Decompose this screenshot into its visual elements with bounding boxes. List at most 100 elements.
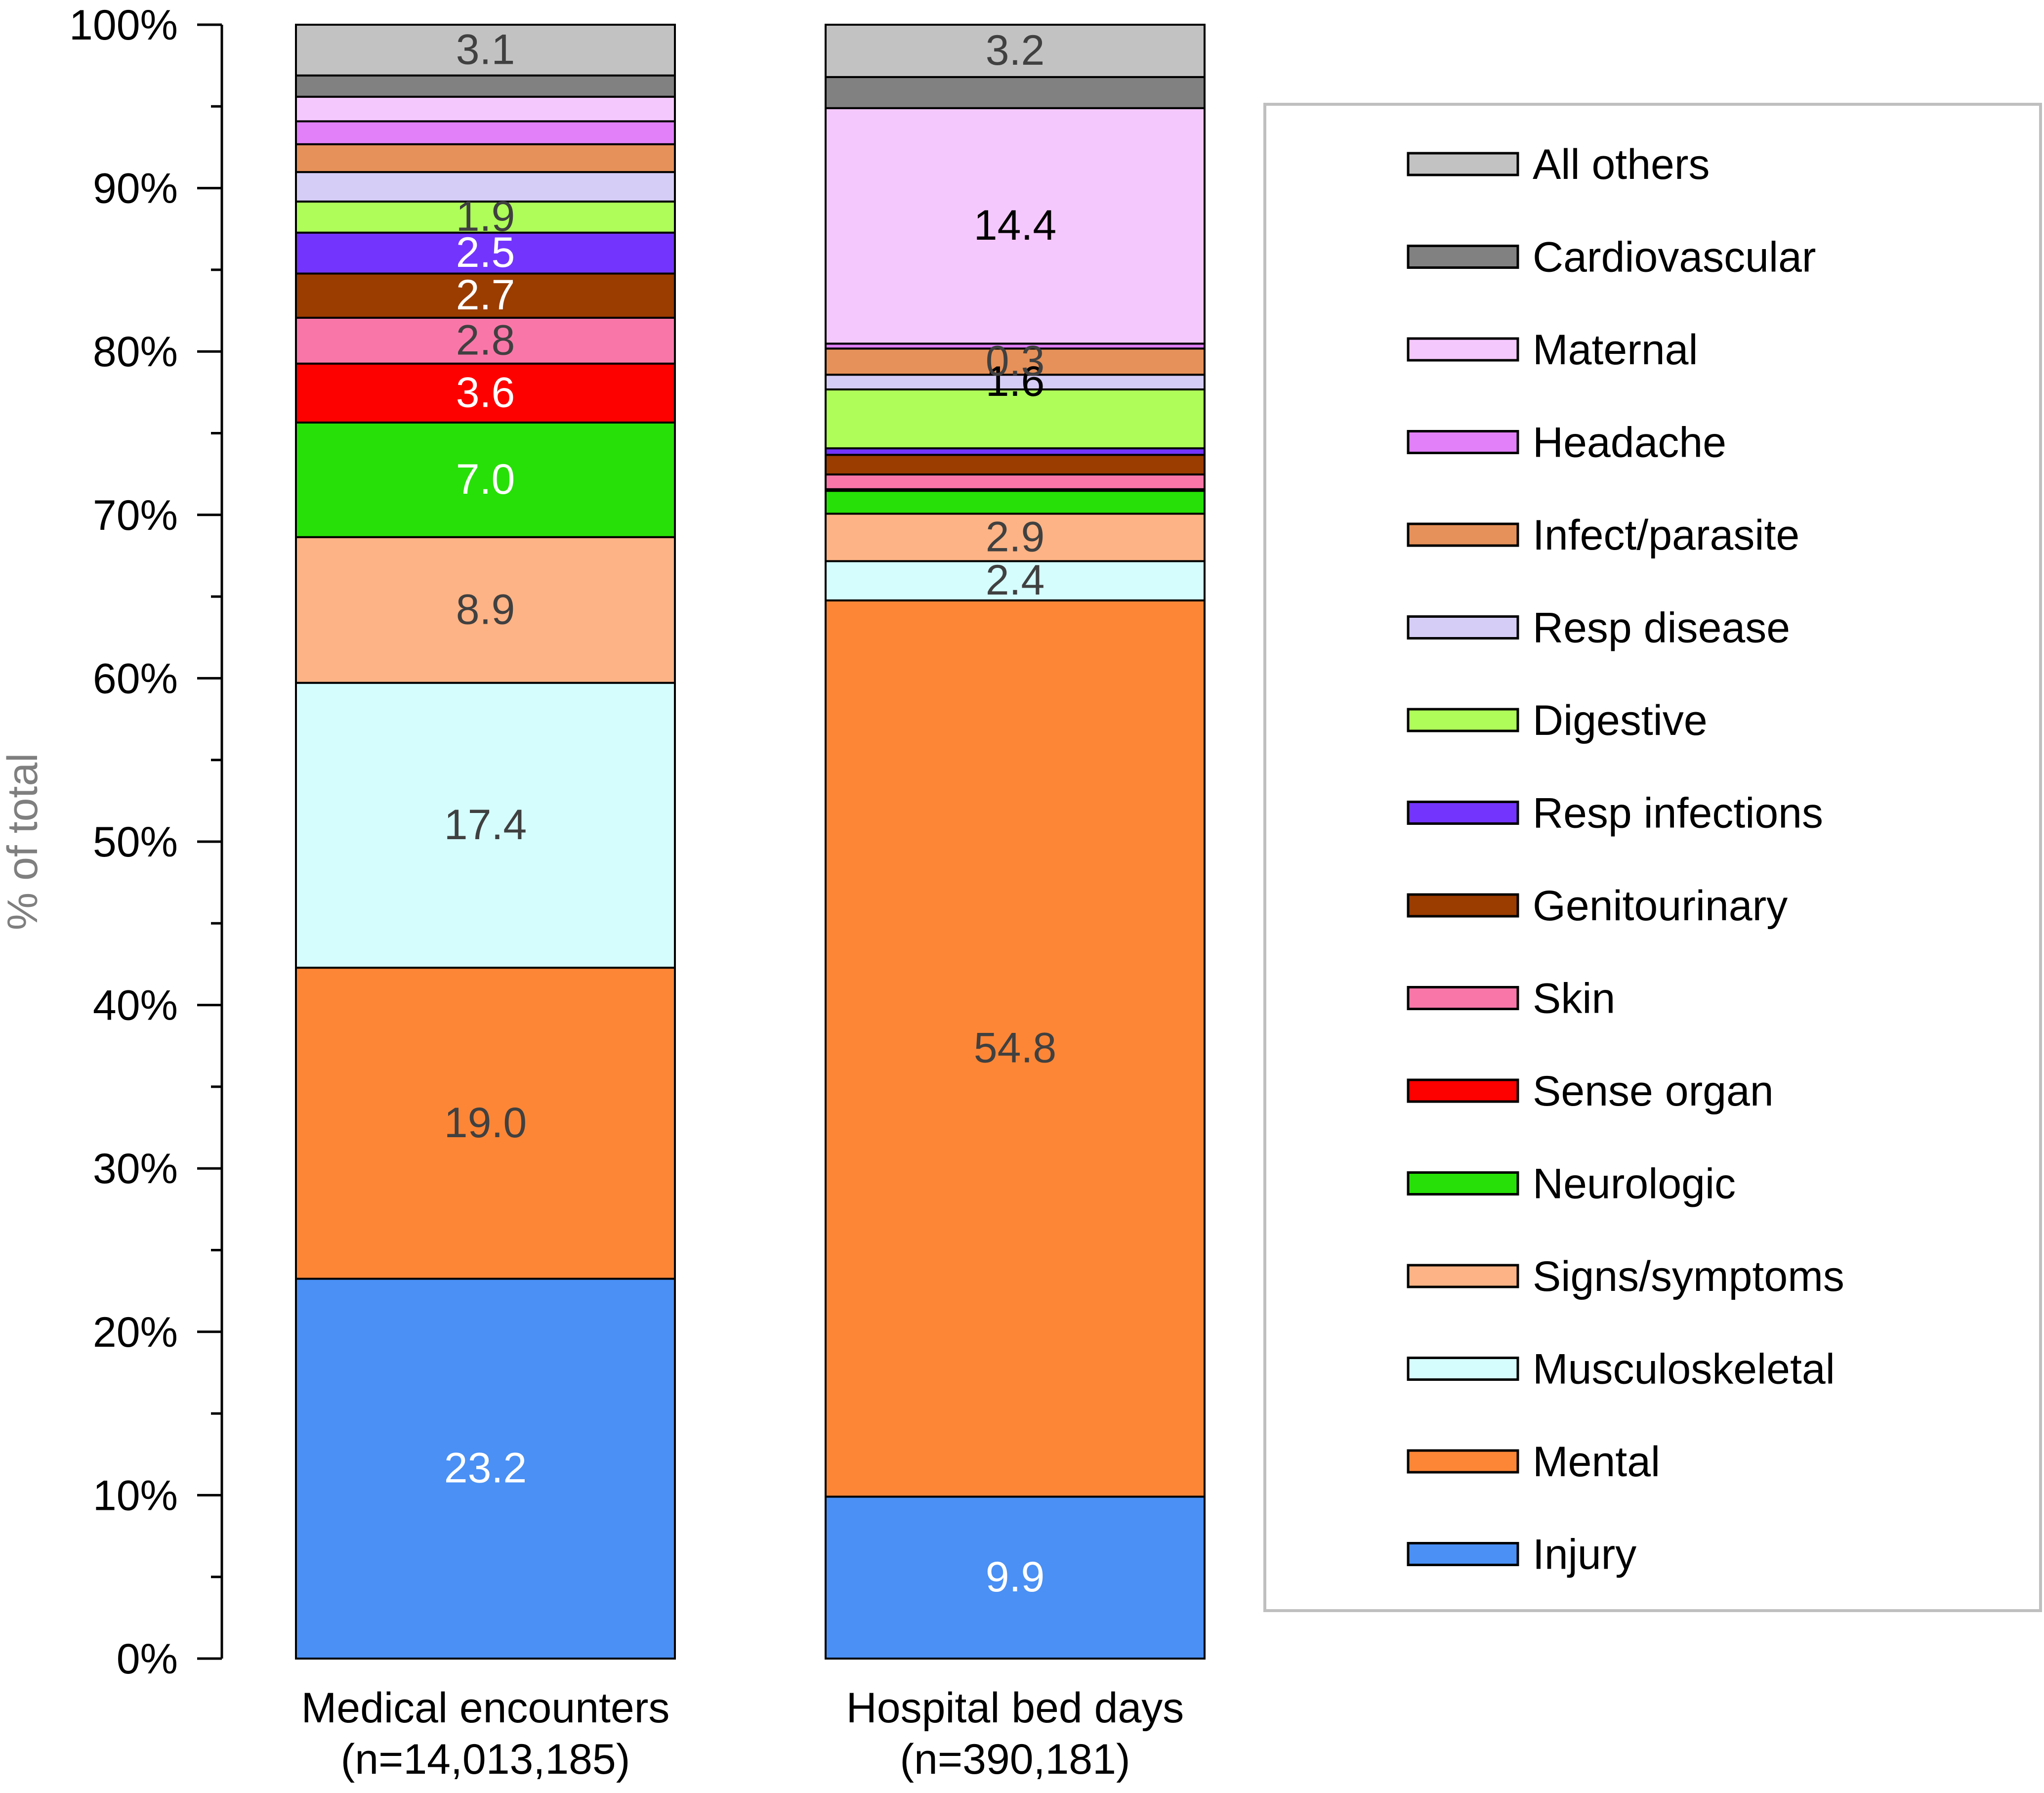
data-label-infect-parasite-hospital-bed-days: 0.3 [986,338,1045,385]
legend-label-all-others: All others [1533,141,1710,188]
legend-label-mental: Mental [1533,1438,1660,1486]
legend-swatch-digestive [1407,708,1519,732]
y-tick-label: 20% [93,1309,178,1356]
legend-label-digestive: Digestive [1533,697,1708,744]
legend-swatch-sense-organ [1407,1078,1519,1103]
bar-segment-mental-medical-encounters [295,967,676,1280]
y-tick-label: 30% [93,1145,178,1193]
legend-swatch-cardiovascular [1407,245,1519,269]
bar-segment-infect-parasite-medical-encounters [295,143,676,173]
bar-segment-maternal-hospital-bed-days [825,107,1206,345]
bar-segment-all-others-hospital-bed-days [825,24,1206,78]
data-label-all-others-hospital-bed-days: 3.2 [986,27,1045,74]
bar-segment-neurologic-medical-encounters [295,421,676,538]
legend-swatch-all-others [1407,152,1519,176]
data-label-resp-infections-medical-encounters: 2.5 [456,229,515,276]
legend-label-signs-symptoms: Signs/symptoms [1533,1253,1844,1300]
legend-label-skin: Skin [1533,975,1615,1023]
y-tick-label: 50% [93,818,178,866]
bar-segment-cardiovascular-medical-encounters [295,74,676,98]
y-tick-label: 10% [93,1472,178,1519]
y-axis-title: % of total [0,753,46,931]
bar-segment-signs-symptoms-hospital-bed-days [825,512,1206,562]
bar-segment-infect-parasite-hospital-bed-days [825,347,1206,376]
bar-segment-cardiovascular-hospital-bed-days [825,76,1206,109]
data-label-all-others-medical-encounters: 3.1 [456,26,515,73]
legend-swatch-signs-symptoms [1407,1264,1519,1288]
y-tick-label: 0% [117,1635,178,1683]
bar-segment-injury-medical-encounters [295,1278,676,1660]
data-label-maternal-hospital-bed-days: 14.4 [974,202,1056,249]
bar-segment-digestive-hospital-bed-days [825,388,1206,450]
data-label-genitourinary-medical-encounters: 2.7 [456,271,515,319]
y-tick-label: 80% [93,328,178,376]
data-label-injury-medical-encounters: 23.2 [444,1445,527,1492]
bar-segment-sense-organ-medical-encounters [295,362,676,424]
data-label-signs-symptoms-medical-encounters: 8.9 [456,586,515,633]
y-tick-label: 70% [93,492,178,539]
data-label-resp-disease-hospital-bed-days: 1.6 [986,358,1045,405]
bar-segment-resp-infections-medical-encounters [295,231,676,275]
bar-segment-maternal-medical-encounters [295,95,676,123]
x-category-sublabel: (n=390,181) [900,1736,1130,1783]
data-label-mental-medical-encounters: 19.0 [444,1099,527,1147]
y-tick-label: 40% [93,982,178,1029]
bar-segment-resp-disease-hospital-bed-days [825,374,1206,390]
legend-swatch-resp-disease [1407,615,1519,640]
bar-segment-skin-hospital-bed-days [825,473,1206,490]
bar-segment-injury-hospital-bed-days [825,1495,1206,1660]
bar-segment-genitourinary-hospital-bed-days [825,454,1206,476]
x-category-label: Hospital bed days [846,1684,1184,1732]
legend-label-maternal: Maternal [1533,326,1698,374]
segment-labels-layer: 23.2 19.0 17.4 8.9 7.0 3.6 2.82.72.51.9 3.1 9.9 5… [444,26,1056,1601]
legend-label-resp-infections: Resp infections [1533,790,1823,837]
y-axis: 0% 10% 20% 30% 40% 50% 60% 70% 80% 90% 100% % of to… [0,1,223,1683]
bar-segment-signs-symptoms-medical-encounters [295,536,676,684]
legend: All others Cardiovascular Maternal Headache… [1263,103,2042,1612]
legend-box [1263,103,2042,1612]
data-label-neurologic-medical-encounters: 7.0 [456,456,515,503]
legend-swatch-maternal [1407,337,1519,362]
data-label-sense-organ-medical-encounters: 3.6 [456,369,515,416]
legend-label-injury: Injury [1533,1531,1636,1579]
legend-label-musculoskeletal: Musculoskeletal [1533,1346,1835,1393]
legend-label-sense-organ: Sense organ [1533,1067,1774,1115]
legend-swatch-neurologic [1407,1171,1519,1195]
data-label-musculoskeletal-hospital-bed-days: 2.4 [986,556,1045,604]
legend-label-infect-parasite: Infect/parasite [1533,512,1799,559]
bar-segment-digestive-medical-encounters [295,200,676,234]
bar-segment-skin-medical-encounters [295,316,676,365]
bars-layer [295,24,1206,1660]
legend-swatch-injury [1407,1542,1519,1566]
legend-label-resp-disease: Resp disease [1533,604,1790,652]
legend-label-cardiovascular: Cardiovascular [1533,234,1816,281]
data-label-digestive-medical-encounters: 1.9 [456,193,515,240]
data-label-signs-symptoms-hospital-bed-days: 2.9 [986,513,1045,560]
legend-swatch-genitourinary [1407,893,1519,918]
y-tick-label: 100% [69,1,178,49]
bar-segment-resp-disease-medical-encounters [295,171,676,203]
bar-segment-neurologic-hospital-bed-days [825,490,1206,515]
legend-swatch-musculoskeletal [1407,1357,1519,1381]
legend-swatch-infect-parasite [1407,522,1519,547]
x-category-label: Medical encounters [301,1684,670,1732]
legend-label-headache: Headache [1533,419,1726,467]
data-label-skin-medical-encounters: 2.8 [456,316,515,364]
bar-segment-all-others-medical-encounters [295,24,676,77]
bar-segment-headache-medical-encounters [295,120,676,145]
y-tick-label: 90% [93,165,178,213]
legend-label-neurologic: Neurologic [1533,1160,1736,1208]
legend-swatch-mental [1407,1449,1519,1474]
y-tick-label: 60% [93,655,178,702]
data-label-injury-hospital-bed-days: 9.9 [986,1553,1045,1601]
legend-swatch-headache [1407,430,1519,454]
legend-label-genitourinary: Genitourinary [1533,882,1788,930]
x-category-sublabel: (n=14,013,185) [341,1736,630,1783]
bar-segment-musculoskeletal-hospital-bed-days [825,560,1206,601]
x-axis-labels: Medical encounters(n=14,013,185) Hospital… [301,1684,1184,1783]
data-label-mental-hospital-bed-days: 54.8 [974,1025,1056,1072]
bar-segment-genitourinary-medical-encounters [295,272,676,319]
legend-swatch-skin [1407,986,1519,1010]
